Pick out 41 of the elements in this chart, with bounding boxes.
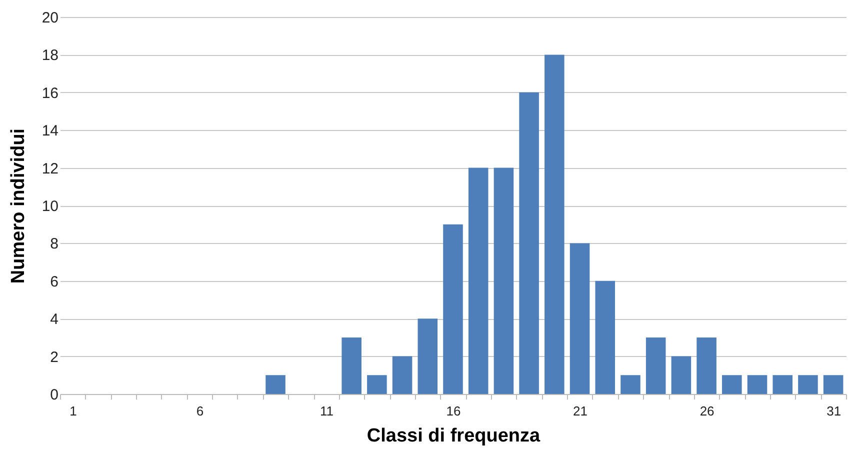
bar (595, 280, 616, 394)
y-tick-label: 18 (42, 47, 58, 64)
x-tick-label: 6 (196, 404, 204, 418)
y-tick-label: 0 (50, 386, 58, 404)
bar (544, 54, 564, 394)
y-tick-label: 6 (50, 273, 58, 290)
bar (342, 337, 362, 394)
bar (620, 375, 640, 394)
y-tick-label: 2 (50, 348, 58, 366)
bar (671, 356, 692, 394)
x-tick-label: 1 (70, 404, 77, 418)
y-tick-label: 16 (42, 84, 58, 102)
x-tick-label: 26 (700, 404, 714, 418)
x-tick-label: 16 (446, 404, 461, 418)
bar (392, 356, 412, 394)
y-tick-label: 20 (42, 10, 58, 26)
bar (367, 375, 387, 394)
y-tick-label: 14 (42, 122, 58, 140)
bar (722, 375, 742, 394)
bar (696, 337, 716, 394)
bar (570, 243, 590, 394)
bar (747, 375, 768, 394)
x-tick-label: 11 (320, 404, 334, 418)
bar (646, 337, 666, 394)
y-tick-label: 10 (42, 198, 58, 215)
y-tick-label: 4 (50, 311, 58, 328)
y-tick-label: 12 (42, 160, 58, 178)
bar (772, 375, 792, 394)
bar (443, 224, 463, 394)
bar (494, 168, 514, 394)
bar (266, 375, 286, 394)
x-tick-label: 21 (573, 404, 588, 418)
y-axis-title: Numero individui (8, 128, 29, 284)
bar (823, 375, 844, 394)
bar (418, 318, 438, 394)
x-tick-label: 31 (826, 404, 842, 418)
bar (519, 92, 539, 394)
bar (468, 168, 488, 394)
x-axis-title: Classi di frequenza (366, 426, 541, 446)
bar (798, 375, 818, 394)
y-tick-label: 8 (50, 236, 58, 253)
